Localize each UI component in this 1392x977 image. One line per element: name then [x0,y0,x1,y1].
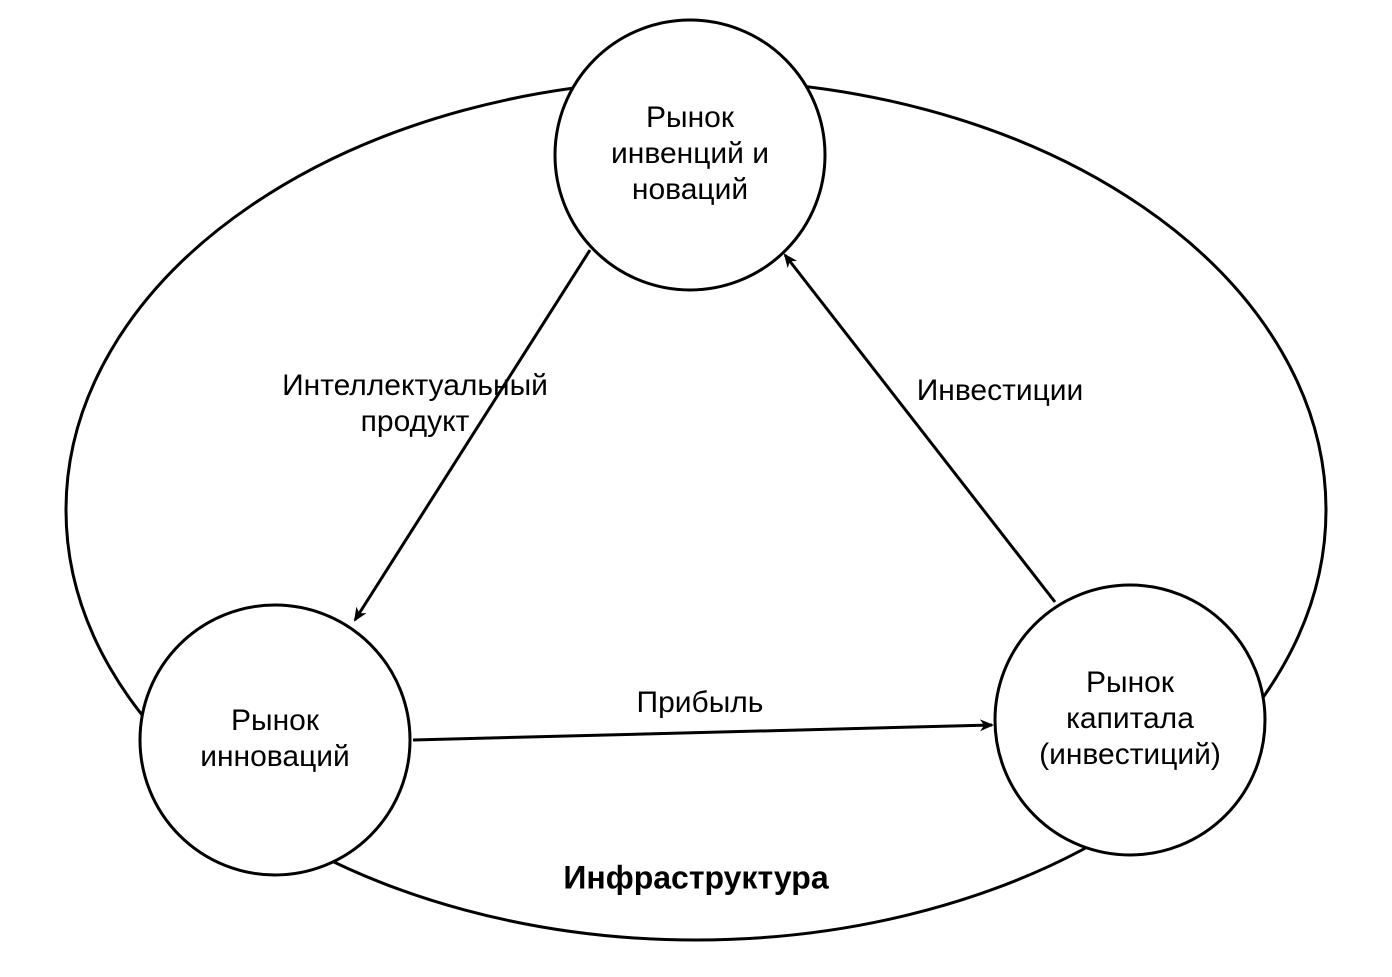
edge-profit-label: Прибыль [637,686,764,719]
edge-investments [785,255,1055,602]
edge-investments-label: Инвестиции [917,374,1084,407]
diagram-canvas: Интеллектуальныйпродукт Прибыль Инвестиции… [0,0,1392,977]
edge-profit [413,725,992,740]
edge-intellectual-label: Интеллектуальныйпродукт [282,369,548,438]
container-label: Инфраструктура [563,859,828,895]
edges-group: Интеллектуальныйпродукт Прибыль Инвестиции [282,250,1083,740]
nodes-group: Рынокинвенций иновацийРынокинновацийРыно… [140,20,1265,875]
